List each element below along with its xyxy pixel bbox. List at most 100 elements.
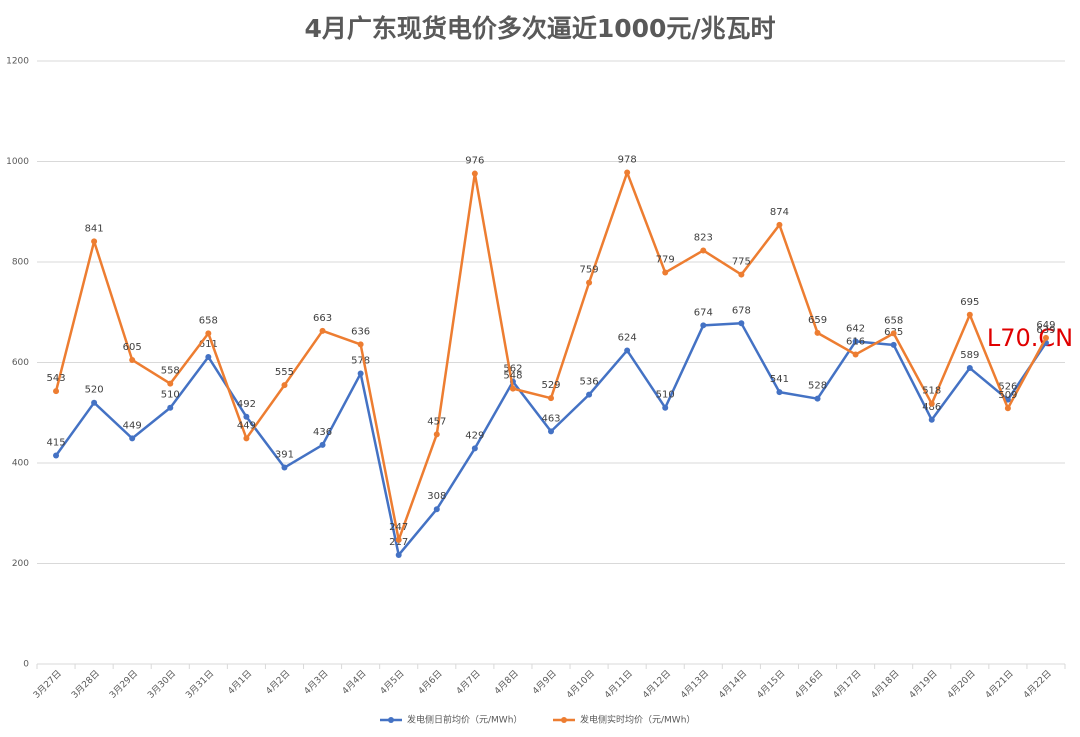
data-point xyxy=(395,551,402,558)
data-label: 674 xyxy=(694,307,713,318)
data-point xyxy=(852,351,859,358)
data-label: 520 xyxy=(85,385,104,396)
y-tick-label: 200 xyxy=(12,559,29,569)
data-label: 658 xyxy=(884,315,903,326)
data-label: 558 xyxy=(161,366,180,377)
data-label: 308 xyxy=(427,491,446,502)
data-label: 976 xyxy=(465,156,484,167)
data-point xyxy=(433,431,440,438)
data-point xyxy=(53,452,60,459)
data-point xyxy=(814,395,821,402)
data-point xyxy=(1042,334,1049,341)
data-point xyxy=(129,435,136,442)
data-label: 486 xyxy=(922,402,941,413)
data-label: 457 xyxy=(427,416,446,427)
y-tick-label: 1200 xyxy=(6,57,29,67)
data-label: 589 xyxy=(960,350,979,361)
data-label: 605 xyxy=(123,342,142,353)
data-point xyxy=(129,356,136,363)
data-label: 695 xyxy=(960,297,979,308)
data-label: 779 xyxy=(656,255,675,266)
legend-label: 发电侧实时均价（元/MWh） xyxy=(580,714,695,726)
data-label: 823 xyxy=(694,232,713,243)
data-label: 663 xyxy=(313,313,332,324)
y-tick-label: 800 xyxy=(12,258,29,268)
data-point xyxy=(586,279,593,286)
data-label: 678 xyxy=(732,305,751,316)
data-label: 436 xyxy=(313,427,332,438)
data-label: 562 xyxy=(503,364,522,375)
data-label: 636 xyxy=(351,326,370,337)
data-point xyxy=(586,391,593,398)
data-point xyxy=(471,170,478,177)
data-point xyxy=(1004,405,1011,412)
data-label: 639 xyxy=(1036,325,1055,336)
data-point xyxy=(205,330,212,337)
data-point xyxy=(548,395,554,402)
data-point xyxy=(319,441,326,448)
data-point xyxy=(624,169,631,176)
data-point xyxy=(91,399,98,406)
data-label: 247 xyxy=(389,522,408,533)
data-point xyxy=(890,341,897,348)
data-label: 611 xyxy=(199,339,218,350)
data-point xyxy=(700,322,707,329)
data-label: 429 xyxy=(465,430,484,441)
data-point xyxy=(662,269,669,276)
data-label: 978 xyxy=(618,155,637,166)
data-label: 449 xyxy=(237,420,256,431)
legend-swatch xyxy=(561,717,567,723)
y-tick-label: 1000 xyxy=(6,157,29,167)
data-point xyxy=(281,464,288,471)
data-label: 578 xyxy=(351,356,370,367)
data-point xyxy=(167,404,174,411)
data-point xyxy=(243,435,250,442)
data-label: 543 xyxy=(46,373,65,384)
data-point xyxy=(509,385,516,392)
data-label: 526 xyxy=(998,382,1017,393)
data-point xyxy=(357,341,364,348)
data-point xyxy=(738,320,745,327)
data-label: 658 xyxy=(199,315,218,326)
data-point xyxy=(1004,396,1011,403)
data-label: 548 xyxy=(503,371,522,382)
data-point xyxy=(928,416,935,423)
data-label: 415 xyxy=(46,437,65,448)
data-label: 463 xyxy=(541,413,560,424)
data-label: 659 xyxy=(808,315,827,326)
data-label: 642 xyxy=(846,323,865,334)
data-point xyxy=(205,353,212,360)
data-point xyxy=(243,413,250,420)
y-tick-label: 600 xyxy=(12,358,29,368)
data-label: 649 xyxy=(1036,320,1055,331)
data-label: 555 xyxy=(275,367,294,378)
data-label: 616 xyxy=(846,336,865,347)
data-point xyxy=(776,389,783,396)
y-tick-label: 400 xyxy=(12,459,29,469)
data-label: 528 xyxy=(808,381,827,392)
data-point xyxy=(928,400,935,407)
data-point xyxy=(319,327,326,334)
data-point xyxy=(167,380,174,387)
legend-label: 发电侧日前均价（元/MWh） xyxy=(407,714,522,726)
legend-swatch xyxy=(388,717,394,723)
data-point xyxy=(776,221,783,228)
data-label: 775 xyxy=(732,257,751,268)
data-label: 518 xyxy=(922,386,941,397)
data-point xyxy=(433,506,440,513)
data-label: 510 xyxy=(656,390,675,401)
data-label: 510 xyxy=(161,390,180,401)
data-point xyxy=(738,271,745,278)
data-point xyxy=(91,238,98,245)
data-label: 536 xyxy=(580,377,599,388)
data-label: 529 xyxy=(541,380,560,391)
data-point xyxy=(395,536,402,543)
data-point xyxy=(548,428,554,435)
chart-title: 4月广东现货电价多次逼近1000元/兆瓦时 xyxy=(304,14,775,43)
data-label: 759 xyxy=(580,265,599,276)
data-label: 391 xyxy=(275,450,294,461)
data-point xyxy=(471,445,478,452)
data-point xyxy=(814,329,821,336)
data-point xyxy=(53,388,60,395)
